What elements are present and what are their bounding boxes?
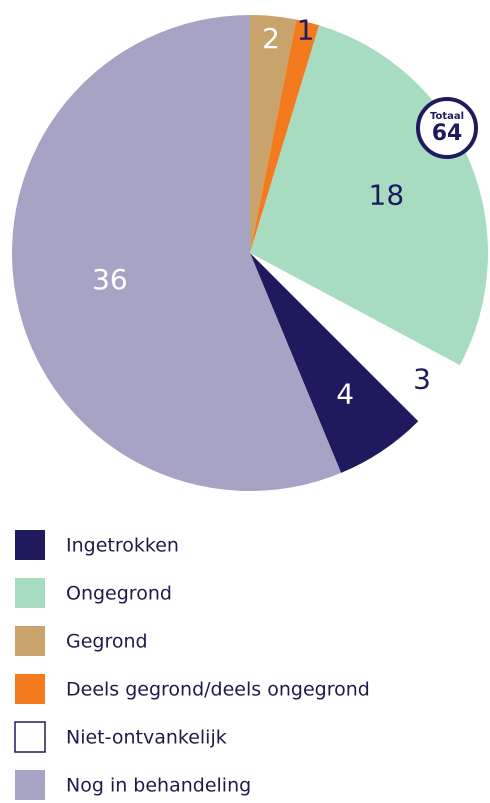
slice-label: 36 — [92, 263, 128, 296]
pie: 2 1 18 3 4 36 — [12, 13, 489, 491]
legend-label: Ingetrokken — [66, 535, 179, 557]
legend-swatch — [15, 530, 45, 560]
legend-swatch — [15, 578, 45, 608]
total-label: Totaal — [430, 111, 464, 122]
total-badge: Totaal 64 — [416, 97, 478, 159]
slice — [250, 15, 297, 253]
slice — [250, 253, 460, 422]
slice — [250, 19, 320, 253]
total-value: 64 — [432, 121, 463, 146]
slice-label: 3 — [413, 363, 431, 396]
legend-label: Gegrond — [66, 631, 148, 653]
slice-label: 1 — [297, 13, 315, 46]
legend-label: Niet-ontvankelijk — [66, 727, 227, 749]
legend-swatch — [15, 770, 45, 800]
legend-swatch — [15, 626, 45, 656]
legend: Ingetrokken Ongegrond Gegrond Deels gegrond… — [14, 530, 370, 800]
legend-label: Deels gegrond/deels ongegrond — [66, 679, 370, 701]
legend-swatch — [15, 674, 45, 704]
slice-label: 18 — [369, 179, 405, 212]
legend-label: Ongegrond — [66, 583, 172, 605]
slice — [12, 15, 342, 491]
slice-label: 4 — [336, 377, 354, 410]
slice-label: 2 — [262, 22, 280, 55]
slice — [250, 253, 419, 473]
legend-swatch — [14, 721, 46, 753]
badge-ring — [416, 97, 478, 159]
legend-label: Nog in behandeling — [66, 775, 251, 797]
